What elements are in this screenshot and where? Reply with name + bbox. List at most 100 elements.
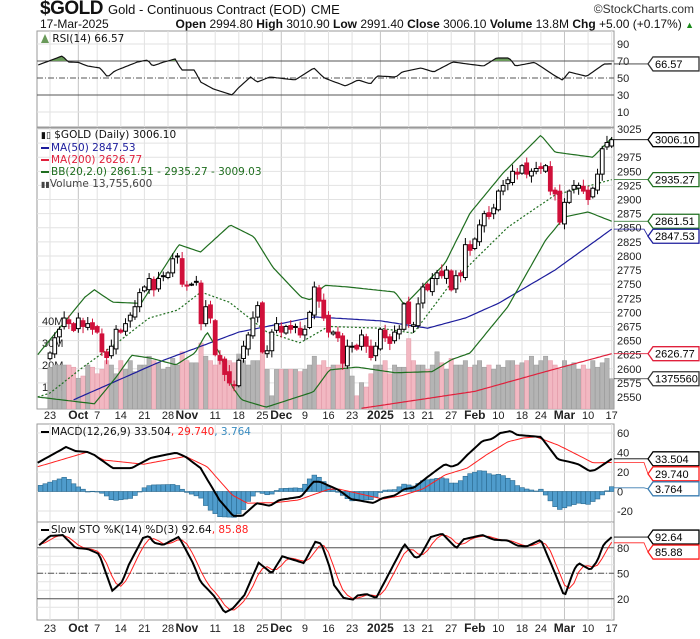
date-axis-label: 25 (256, 410, 268, 422)
volume-bar (528, 355, 534, 409)
candle-body (326, 314, 331, 333)
macd-histogram-bar (160, 484, 166, 492)
date-axis-label: 10 (582, 410, 594, 422)
volume-bar (47, 366, 53, 409)
macd-histogram-bar (94, 491, 100, 493)
candle-body (458, 272, 464, 277)
volume-axis-label: 40M (42, 316, 63, 328)
candle-body (571, 184, 577, 190)
candle-body (500, 184, 506, 192)
date-axis-label: Dec (270, 408, 292, 422)
price-axis-label: 2825 (617, 237, 641, 249)
price-tag-shape (647, 132, 700, 148)
date-axis-label: 16 (322, 623, 334, 635)
volume-bar (241, 360, 246, 409)
macd-histogram-bar (472, 471, 478, 492)
volume-bar (349, 375, 355, 409)
volume-bar (444, 369, 449, 409)
date-axis-label: 17 (606, 623, 618, 635)
candle-body (278, 325, 284, 333)
date-axis-label: 23 (44, 623, 56, 635)
macd-histogram-bar (453, 482, 459, 492)
ma200-tag-text: 2626.77 (655, 349, 695, 361)
date-axis-label: 18 (516, 623, 528, 635)
volume-bar (410, 360, 416, 409)
date-axis-label: 10 (492, 410, 504, 422)
volume-bar (274, 369, 280, 409)
price-axis-label: 2975 (617, 152, 641, 164)
volume-bar (184, 360, 190, 409)
volume-bar (52, 364, 58, 409)
candle-body (293, 325, 298, 328)
sto-d-legend: , 85.88 (211, 524, 249, 536)
date-axis-label: 23 (346, 410, 358, 422)
volume-bar (151, 360, 157, 409)
sto-d-tag-text: 85.88 (655, 547, 683, 559)
price-axis-label: 2625 (617, 350, 641, 362)
date-axis-label: 13 (403, 410, 415, 422)
candle-body (363, 336, 369, 347)
macd-histogram-bar (524, 488, 530, 492)
volume-bar (297, 371, 303, 409)
candle-body (481, 213, 487, 227)
rsi-value-tag: 66.57 (614, 56, 700, 72)
macd-histogram-bar (476, 470, 483, 492)
date-axis-label: 10 (582, 623, 594, 635)
macd-histogram-bar (250, 491, 256, 497)
volume-bar (283, 369, 289, 409)
volume-bar (269, 395, 275, 409)
macd-panel (36, 423, 615, 523)
macd-histogram-bar (609, 486, 614, 492)
volume-bar (524, 360, 530, 409)
volume-bar (335, 364, 341, 409)
macd-histogram-bar (174, 485, 181, 492)
sto-swatch (41, 529, 49, 531)
candle-body (189, 283, 194, 286)
macd-signal-line (37, 436, 612, 504)
bb-middle-tag: 2935.27 (614, 171, 700, 188)
volume-bar (193, 362, 199, 409)
high-value: 3010.90 (286, 17, 330, 31)
macd-histogram-bar (122, 491, 129, 500)
volume-bar (382, 360, 388, 409)
volume-tag: 1375560 (614, 371, 700, 387)
volume-bar (264, 369, 270, 409)
macd-axis-label: 20 (617, 467, 629, 479)
volume-bar (288, 369, 294, 409)
close-label: Close (407, 17, 440, 31)
open-label: Open (175, 17, 207, 31)
candle-body (66, 319, 72, 325)
candle-body (477, 224, 482, 243)
price-axis-label: 2550 (617, 392, 641, 404)
candle-body (401, 303, 407, 330)
date-axis-label: Feb (464, 621, 485, 635)
candle-body (434, 272, 440, 280)
macd-histogram-bar (217, 491, 223, 518)
candle-body (118, 329, 124, 333)
date-axis-label: 28 (162, 623, 174, 635)
volume-bar (392, 364, 398, 409)
volume-bars-icon: ▮▮ (41, 180, 50, 189)
sto-d-tag-shape (647, 544, 700, 560)
volume-bar (208, 360, 213, 409)
macd-histogram-bar (207, 491, 214, 511)
date-axis-label: 23 (44, 410, 56, 422)
macd-histogram-bar (443, 478, 450, 492)
candle-body (231, 384, 237, 387)
volume-bar (141, 364, 147, 409)
rsi-axis-label: 10 (617, 107, 629, 119)
macd-histogram-bar (594, 491, 601, 500)
macd-histogram-bar (590, 491, 596, 502)
date-axis-label: 18 (233, 410, 245, 422)
copyright-link[interactable]: ©StockCharts.com (593, 2, 694, 16)
candle-body (373, 345, 379, 357)
date-axis-label: 11 (209, 623, 220, 635)
date-axis-label: Mar (554, 408, 576, 422)
price-axis-label: 2800 (617, 251, 641, 263)
macd-histogram-bar (245, 491, 251, 502)
date-axis-label: 13 (403, 623, 415, 635)
price-axis-label: 2650 (617, 336, 641, 348)
sto-axis-label: 20 (617, 594, 629, 606)
volume-bar (462, 360, 468, 409)
macd-hist-tag: 3.764 (614, 481, 700, 497)
